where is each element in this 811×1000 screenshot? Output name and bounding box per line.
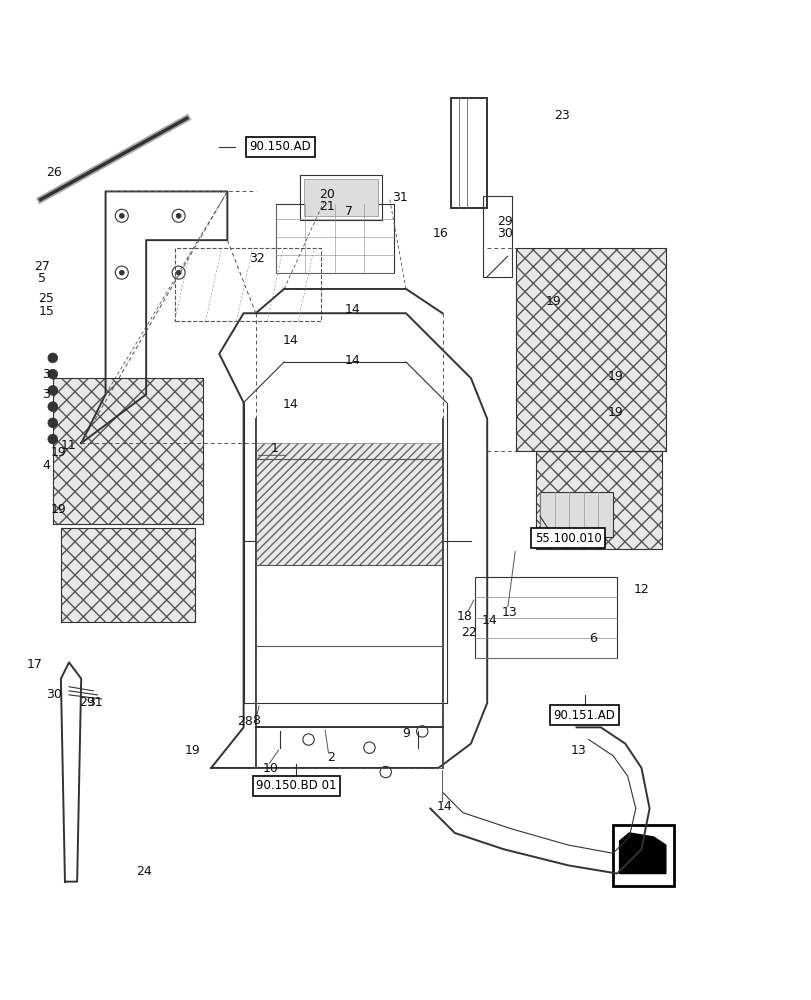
Text: 30: 30 xyxy=(46,688,62,701)
Text: 27: 27 xyxy=(34,260,50,273)
Bar xyxy=(61,528,195,622)
Text: 17: 17 xyxy=(27,658,43,671)
Text: 10: 10 xyxy=(262,762,278,775)
Bar xyxy=(255,443,442,565)
Circle shape xyxy=(119,213,124,218)
Text: 2: 2 xyxy=(327,751,335,764)
Circle shape xyxy=(48,418,58,428)
Text: 13: 13 xyxy=(500,606,517,619)
Circle shape xyxy=(48,369,58,379)
Circle shape xyxy=(176,213,181,218)
Text: 20: 20 xyxy=(319,188,335,201)
Bar xyxy=(53,378,203,524)
Text: 25: 25 xyxy=(38,292,54,305)
Text: 30: 30 xyxy=(496,227,513,240)
Text: 14: 14 xyxy=(481,614,497,627)
Text: 31: 31 xyxy=(87,696,103,709)
Bar xyxy=(515,248,665,451)
Polygon shape xyxy=(539,492,612,537)
Text: 14: 14 xyxy=(344,303,360,316)
Text: 19: 19 xyxy=(184,744,200,757)
Text: 28: 28 xyxy=(237,715,253,728)
Circle shape xyxy=(48,386,58,395)
Text: 19: 19 xyxy=(50,503,67,516)
Text: 6: 6 xyxy=(588,632,596,645)
Circle shape xyxy=(119,270,124,275)
Text: 14: 14 xyxy=(282,334,298,347)
Text: 31: 31 xyxy=(391,191,407,204)
Text: 26: 26 xyxy=(46,166,62,179)
Text: 15: 15 xyxy=(38,305,54,318)
Text: 8: 8 xyxy=(252,714,260,727)
Text: 55.100.010: 55.100.010 xyxy=(534,532,601,545)
Text: 19: 19 xyxy=(607,406,623,419)
Polygon shape xyxy=(619,833,665,874)
Text: 29: 29 xyxy=(496,215,513,228)
Text: 1: 1 xyxy=(270,442,278,455)
Text: 23: 23 xyxy=(553,109,569,122)
Text: 14: 14 xyxy=(436,800,453,813)
Bar xyxy=(535,451,661,549)
Circle shape xyxy=(176,270,181,275)
Circle shape xyxy=(48,434,58,444)
Text: 16: 16 xyxy=(432,227,448,240)
Text: 19: 19 xyxy=(607,370,623,383)
Text: 90.150.AD: 90.150.AD xyxy=(249,140,311,153)
Text: 14: 14 xyxy=(344,354,360,367)
Text: 22: 22 xyxy=(461,626,477,639)
Circle shape xyxy=(48,353,58,363)
Text: 19: 19 xyxy=(545,295,561,308)
Text: 14: 14 xyxy=(282,398,298,411)
Text: 13: 13 xyxy=(570,744,586,757)
Text: 11: 11 xyxy=(61,439,77,452)
Text: 9: 9 xyxy=(401,727,410,740)
Polygon shape xyxy=(304,179,377,216)
Text: 3: 3 xyxy=(42,368,50,381)
Circle shape xyxy=(48,402,58,411)
Text: 32: 32 xyxy=(249,252,265,265)
Text: 7: 7 xyxy=(345,205,353,218)
Text: 5: 5 xyxy=(38,272,46,285)
Text: 18: 18 xyxy=(456,610,472,623)
Text: 24: 24 xyxy=(135,865,152,878)
Text: 19: 19 xyxy=(50,446,67,459)
Text: 90.150.BD 01: 90.150.BD 01 xyxy=(255,779,337,792)
Bar xyxy=(612,825,673,886)
Text: 4: 4 xyxy=(42,459,50,472)
Text: 12: 12 xyxy=(633,583,649,596)
Text: 29: 29 xyxy=(79,696,95,709)
Text: 90.151.AD: 90.151.AD xyxy=(553,709,615,722)
Text: 21: 21 xyxy=(319,200,335,213)
Text: 3: 3 xyxy=(42,388,50,401)
